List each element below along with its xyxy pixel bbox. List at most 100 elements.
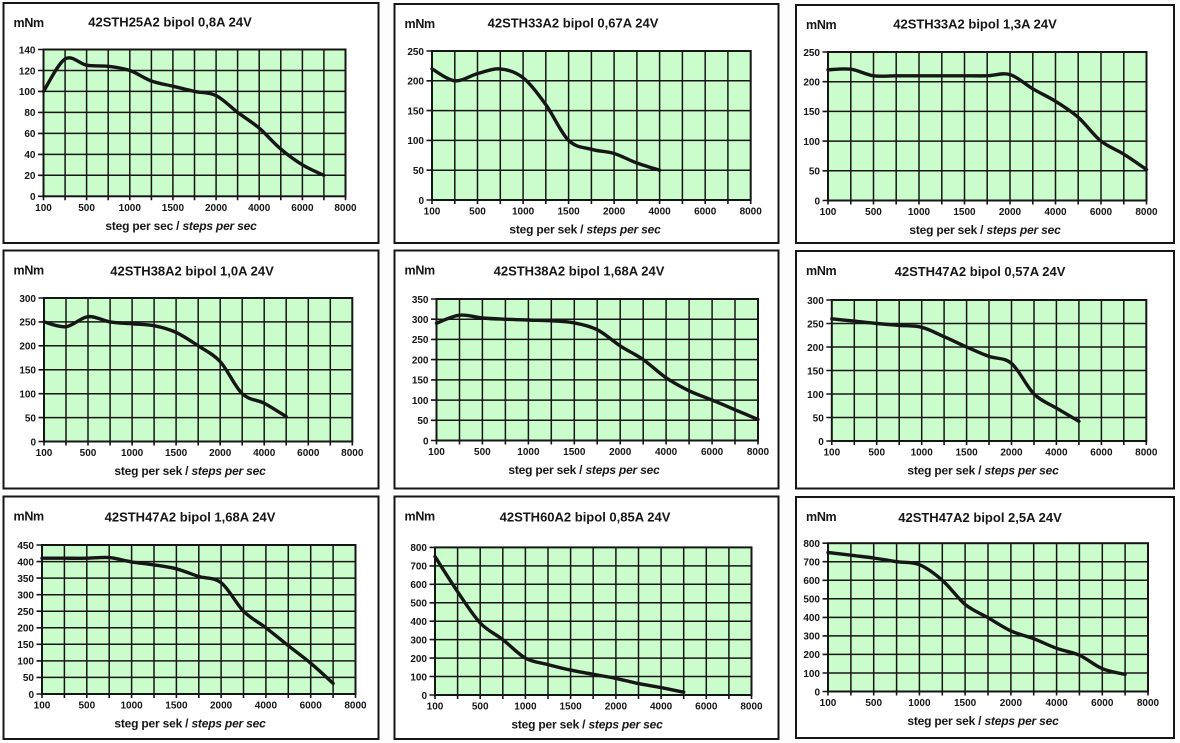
- svg-text:6000: 6000: [297, 448, 320, 459]
- svg-text:mNm: mNm: [14, 264, 45, 278]
- svg-text:8000: 8000: [740, 207, 763, 218]
- svg-text:100: 100: [36, 448, 53, 459]
- svg-text:steg per sek / steps per sec: steg per sek / steps per sec: [509, 223, 661, 237]
- svg-text:steg per sek / steps per sec: steg per sek / steps per sec: [907, 464, 1059, 478]
- svg-text:42STH33A2 bipol 1,3A 24V: 42STH33A2 bipol 1,3A 24V: [893, 17, 1057, 32]
- svg-text:0: 0: [421, 691, 427, 702]
- svg-text:100: 100: [17, 657, 34, 668]
- svg-text:42STH38A2 bipol 1,68A 24V: 42STH38A2 bipol 1,68A 24V: [494, 264, 665, 279]
- svg-text:100: 100: [412, 396, 429, 407]
- svg-text:4000: 4000: [648, 207, 671, 218]
- svg-text:250: 250: [412, 335, 429, 346]
- svg-text:500: 500: [80, 448, 97, 459]
- svg-text:4000: 4000: [1045, 448, 1068, 459]
- svg-text:8000: 8000: [344, 701, 367, 712]
- svg-text:mNm: mNm: [405, 17, 436, 31]
- svg-text:steg per sec / steps per sec: steg per sec / steps per sec: [105, 219, 257, 233]
- svg-text:0: 0: [818, 437, 824, 448]
- svg-text:500: 500: [868, 448, 885, 459]
- svg-text:42STH47A2 bipol 2,5A 24V: 42STH47A2 bipol 2,5A 24V: [898, 510, 1062, 525]
- svg-text:2000: 2000: [1000, 448, 1023, 459]
- svg-text:1500: 1500: [953, 207, 976, 218]
- svg-text:120: 120: [19, 66, 36, 77]
- svg-text:4000: 4000: [1044, 207, 1067, 218]
- svg-text:6000: 6000: [1090, 207, 1113, 218]
- svg-text:100: 100: [820, 207, 837, 218]
- svg-text:200: 200: [410, 654, 427, 665]
- svg-text:2000: 2000: [609, 447, 632, 458]
- svg-text:40: 40: [24, 150, 36, 161]
- svg-text:mNm: mNm: [405, 264, 436, 278]
- svg-text:1500: 1500: [557, 207, 580, 218]
- svg-text:350: 350: [17, 574, 34, 585]
- svg-text:mNm: mNm: [405, 510, 436, 524]
- svg-text:50: 50: [413, 166, 425, 177]
- svg-text:steg per sek / steps per sec: steg per sek / steps per sec: [114, 717, 266, 731]
- svg-text:steg per sek / steps per sec: steg per sek / steps per sec: [511, 718, 663, 732]
- svg-text:150: 150: [17, 640, 34, 651]
- svg-text:200: 200: [803, 650, 820, 661]
- svg-text:6000: 6000: [701, 447, 724, 458]
- svg-text:400: 400: [410, 617, 427, 628]
- svg-text:6000: 6000: [1091, 698, 1114, 709]
- svg-text:1000: 1000: [120, 701, 143, 712]
- svg-text:1500: 1500: [563, 447, 586, 458]
- svg-text:8000: 8000: [1137, 698, 1160, 709]
- svg-text:200: 200: [807, 343, 824, 354]
- svg-text:250: 250: [19, 318, 36, 329]
- svg-text:0: 0: [30, 192, 36, 203]
- svg-text:300: 300: [17, 591, 34, 602]
- svg-text:300: 300: [410, 635, 427, 646]
- svg-text:500: 500: [472, 702, 489, 713]
- svg-text:200: 200: [407, 77, 424, 88]
- svg-text:100: 100: [19, 87, 36, 98]
- svg-text:42STH38A2 bipol 1,0A 24V: 42STH38A2 bipol 1,0A 24V: [110, 264, 274, 279]
- svg-text:2000: 2000: [210, 701, 233, 712]
- svg-text:100: 100: [407, 136, 424, 147]
- svg-text:8000: 8000: [341, 448, 364, 459]
- svg-text:150: 150: [19, 366, 36, 377]
- svg-text:1500: 1500: [954, 698, 977, 709]
- svg-text:150: 150: [407, 106, 424, 117]
- svg-text:250: 250: [17, 607, 34, 618]
- svg-text:100: 100: [19, 390, 36, 401]
- svg-text:1000: 1000: [121, 448, 144, 459]
- svg-text:1500: 1500: [165, 701, 188, 712]
- svg-text:100: 100: [823, 448, 840, 459]
- svg-text:500: 500: [803, 595, 820, 606]
- svg-text:6000: 6000: [1090, 448, 1113, 459]
- svg-text:1500: 1500: [162, 203, 185, 214]
- svg-text:2000: 2000: [209, 448, 232, 459]
- svg-text:1000: 1000: [908, 698, 931, 709]
- svg-text:500: 500: [865, 698, 882, 709]
- svg-text:4000: 4000: [655, 447, 678, 458]
- svg-text:500: 500: [474, 447, 491, 458]
- svg-text:0: 0: [814, 687, 820, 698]
- svg-text:1500: 1500: [955, 448, 978, 459]
- svg-text:300: 300: [807, 296, 824, 307]
- svg-text:700: 700: [410, 562, 427, 573]
- svg-text:1000: 1000: [908, 207, 931, 218]
- svg-text:4000: 4000: [248, 203, 271, 214]
- svg-text:200: 200: [19, 342, 36, 353]
- svg-text:2000: 2000: [603, 207, 626, 218]
- svg-text:800: 800: [410, 543, 427, 554]
- svg-text:400: 400: [17, 557, 34, 568]
- svg-text:0: 0: [418, 196, 424, 207]
- svg-text:steg per sek / steps per sec: steg per sek / steps per sec: [909, 223, 1061, 237]
- svg-text:2000: 2000: [999, 207, 1022, 218]
- svg-text:0: 0: [814, 196, 820, 207]
- svg-text:42STH47A2 bipol 0,57A 24V: 42STH47A2 bipol 0,57A 24V: [895, 264, 1066, 279]
- svg-text:140: 140: [19, 45, 36, 56]
- svg-text:300: 300: [803, 632, 820, 643]
- svg-text:60: 60: [24, 129, 36, 140]
- svg-text:700: 700: [803, 558, 820, 569]
- svg-text:steg per sek / steps per sec: steg per sek / steps per sec: [114, 464, 266, 478]
- svg-text:2000: 2000: [605, 702, 628, 713]
- svg-text:100: 100: [35, 203, 52, 214]
- svg-text:6000: 6000: [291, 203, 314, 214]
- svg-text:mNm: mNm: [806, 510, 837, 524]
- svg-text:4000: 4000: [253, 448, 276, 459]
- svg-text:200: 200: [412, 355, 429, 366]
- svg-text:42STH60A2 bipol 0,85A 24V: 42STH60A2 bipol 0,85A 24V: [500, 510, 671, 525]
